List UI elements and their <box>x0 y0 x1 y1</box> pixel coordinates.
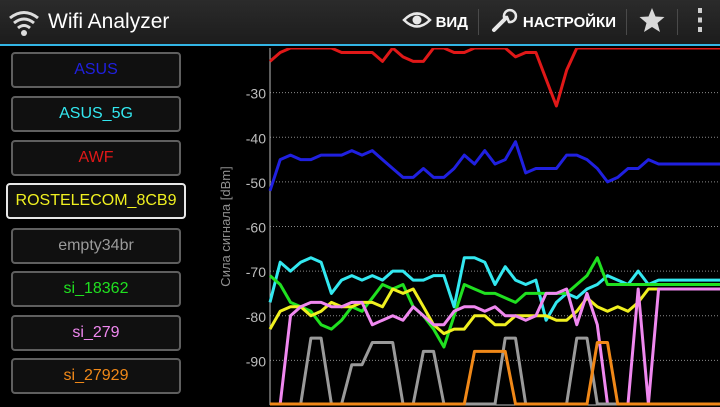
network-button-si-279[interactable]: si_279 <box>11 315 181 351</box>
network-button-empty34br[interactable]: empty34br <box>11 228 181 264</box>
divider <box>477 9 479 35</box>
chart-svg: -30 -40 -50 -60 -70 -80 -90 Сила сигнала [dBm] <box>218 48 720 406</box>
overflow-menu-button[interactable] <box>680 0 720 45</box>
settings-button[interactable]: НАСТРОЙКИ <box>481 0 624 45</box>
network-button-rostelecom-8cb9[interactable]: ROSTELECOM_8CB9 <box>6 183 186 219</box>
y-tick-label: -30 <box>246 86 266 102</box>
network-label: AWF <box>78 149 114 166</box>
y-tick-label: -50 <box>246 175 266 191</box>
network-label: empty34br <box>58 237 134 254</box>
app-title: Wifi Analyzer <box>48 10 170 33</box>
network-label: ROSTELECOM_8CB9 <box>15 192 177 209</box>
signal-strength-chart[interactable]: -30 -40 -50 -60 -70 -80 -90 Сила сигнала [dBm] <box>210 48 720 407</box>
network-label: ASUS_5G <box>59 105 133 122</box>
series-line-asus-5g <box>268 256 720 322</box>
y-tick-label: -70 <box>246 264 266 280</box>
network-button-si-27929[interactable]: si_27929 <box>11 358 181 394</box>
divider <box>626 9 627 35</box>
eye-icon <box>401 10 432 35</box>
wifi-icon[interactable] <box>4 2 44 42</box>
series-line-awf <box>269 48 720 108</box>
star-icon <box>637 6 667 39</box>
view-label: ВИД <box>435 13 468 31</box>
divider <box>677 9 678 35</box>
view-button[interactable]: ВИД <box>394 0 476 45</box>
y-tick-label: -40 <box>246 130 266 146</box>
series-line-si-18362 <box>269 256 720 349</box>
action-bar: Wifi Analyzer ВИД НАСТРОЙКИ <box>0 0 720 46</box>
network-button-awf[interactable]: AWF <box>11 140 181 176</box>
network-label: si_18362 <box>63 280 129 297</box>
y-tick-label: -60 <box>246 220 266 236</box>
network-list: ASUS ASUS_5G AWF ROSTELECOM_8CB9 empty34… <box>0 48 196 407</box>
network-label: si_27929 <box>63 367 129 384</box>
network-label: ASUS <box>74 61 118 78</box>
favorite-button[interactable] <box>629 0 675 45</box>
more-vertical-icon <box>696 7 704 38</box>
series-line-si-279 <box>270 287 720 406</box>
network-button-si-18362[interactable]: si_18362 <box>11 271 181 307</box>
settings-label: НАСТРОЙКИ <box>522 13 616 31</box>
series-line-si-27929 <box>270 341 720 406</box>
network-label: si_279 <box>72 324 120 341</box>
y-tick-label: -80 <box>246 309 266 325</box>
y-tick-label: -90 <box>246 353 266 369</box>
series-line-asus <box>268 140 720 192</box>
wrench-icon <box>489 7 519 38</box>
network-button-asus-5g[interactable]: ASUS_5G <box>11 96 181 132</box>
network-button-asus[interactable]: ASUS <box>11 52 181 88</box>
y-axis-label: Сила сигнала [dBm] <box>218 166 233 286</box>
